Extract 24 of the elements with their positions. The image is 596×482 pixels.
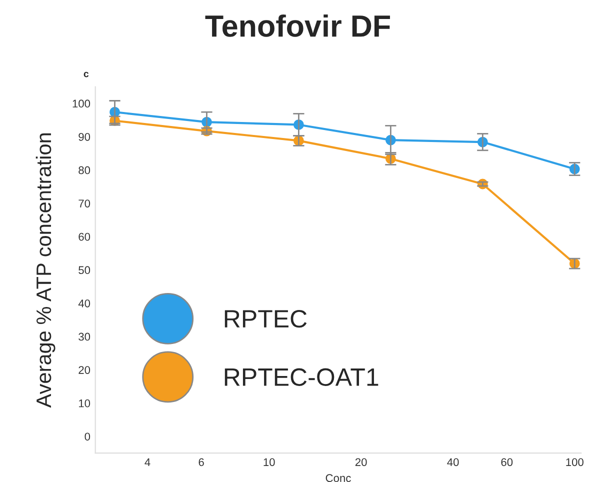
x-tick-label: 6 bbox=[198, 458, 204, 466]
y-tick-label: 100 bbox=[72, 100, 90, 108]
text: c bbox=[84, 72, 89, 78]
x-tick-label: 100 bbox=[566, 458, 584, 466]
x-tick-label: 20 bbox=[355, 458, 367, 466]
y-tick-label: 90 bbox=[78, 132, 90, 141]
y-tick-label: 20 bbox=[78, 366, 90, 374]
x-tick-label: 10 bbox=[264, 458, 275, 466]
y-tick-label: 70 bbox=[78, 200, 90, 208]
y-tick-label: 50 bbox=[78, 266, 90, 274]
y-tick-label: 0 bbox=[84, 432, 90, 441]
x-tick-label: 40 bbox=[447, 458, 459, 466]
y-tick-label: 10 bbox=[78, 399, 90, 408]
legend-label: RPTEC bbox=[224, 310, 307, 328]
y-axis-title: Average % ATP concentration bbox=[36, 133, 56, 408]
x-tick-label: 60 bbox=[501, 458, 513, 466]
x-tick-label: 4 bbox=[144, 458, 150, 466]
y-tick-label: 40 bbox=[78, 299, 90, 308]
y-tick-label: 60 bbox=[78, 232, 90, 241]
legend-label: RPTEC-OAT1 bbox=[224, 368, 378, 386]
chart-title: Tenofovir DF bbox=[205, 14, 390, 37]
y-tick-label: 80 bbox=[78, 166, 90, 174]
y-tick-label: 30 bbox=[78, 332, 90, 341]
x-axis-title: Conc bbox=[326, 474, 351, 482]
